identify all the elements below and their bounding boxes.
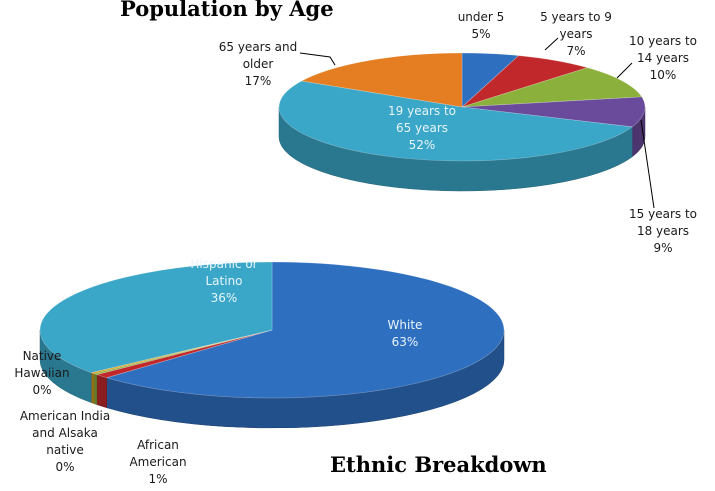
pie-slice-1-4: [39, 261, 273, 373]
slice-label-0-1: 5 years to 9 years 7%: [540, 10, 612, 58]
slice-label-line: 5 years to 9: [540, 10, 612, 24]
slice-label-line: 18 years: [637, 224, 689, 238]
slice-label-0-2: 10 years to 14 years 10%: [629, 34, 697, 82]
leader-line-0-2: [616, 62, 633, 79]
leader-line-0-3: [640, 119, 655, 209]
chart-title-ethnic: Ethnic Breakdown: [330, 452, 547, 477]
pie-slice-1-1: [95, 329, 273, 379]
pie-slice-0-2: [461, 67, 643, 108]
slice-label-line: 1%: [148, 472, 167, 486]
slice-label-line: 65 years and: [219, 40, 298, 54]
slice-label-line: older: [243, 57, 274, 71]
slice-label-line: 0%: [55, 460, 74, 474]
slice-label-1-4: Hispanic or Latino 36%: [190, 257, 257, 305]
slice-label-line: 10%: [650, 68, 677, 82]
pie-slice-side-0-4: [278, 106, 633, 192]
pie-slice-side-1-1: [96, 374, 107, 409]
pie-age: [278, 52, 646, 192]
slice-label-1-3: Native Hawaiian 0%: [14, 349, 69, 397]
chart-title-age: Population by Age: [120, 0, 334, 21]
pie-ethnic: [39, 261, 505, 429]
slice-label-line: American India: [20, 409, 110, 423]
slice-label-line: White: [388, 318, 423, 332]
slice-label-line: under 5: [458, 10, 505, 24]
slice-label-line: and Alsaka: [32, 426, 98, 440]
slice-label-line: 15 years to: [629, 207, 697, 221]
slice-label-1-2: American India and Alsaka native 0%: [20, 409, 110, 474]
pie-slice-0-3: [461, 96, 646, 128]
slice-label-1-0: White 63%: [388, 318, 423, 349]
slice-label-line: 52%: [409, 138, 436, 152]
slice-label-line: 9%: [653, 241, 672, 255]
leader-line-0-5: [299, 52, 336, 66]
slice-label-0-4: 19 years to 65 years 52%: [388, 104, 456, 152]
slice-label-line: African: [137, 438, 179, 452]
slice-label-1-1: African American 1%: [129, 438, 186, 486]
slice-label-line: 65 years: [396, 121, 448, 135]
slice-label-line: 36%: [211, 291, 238, 305]
pie-slice-1-0: [105, 261, 505, 399]
pie-slice-1-2: [92, 329, 273, 375]
slice-label-line: 5%: [471, 27, 490, 41]
slice-label-line: 19 years to: [388, 104, 456, 118]
slice-label-line: 10 years to: [629, 34, 697, 48]
pie-slice-0-1: [461, 55, 589, 108]
slice-label-line: Hawaiian: [14, 366, 69, 380]
leader-line-0-1: [544, 37, 559, 51]
slice-label-line: 0%: [32, 383, 51, 397]
pie-slice-0-5: [300, 52, 463, 108]
slice-label-line: years: [559, 27, 592, 41]
slice-label-line: Latino: [205, 274, 242, 288]
pie-slice-1-3: [90, 329, 273, 374]
slice-label-line: American: [129, 455, 186, 469]
slice-label-line: 7%: [566, 44, 585, 58]
slice-label-0-5: 65 years and older 17%: [219, 40, 298, 88]
pie-slice-0-4: [278, 80, 633, 162]
pie-slice-0-0: [461, 52, 520, 108]
slice-label-line: 14 years: [637, 51, 689, 65]
slice-label-line: Hispanic or: [190, 257, 257, 271]
slice-labels: under 5 5%5 years to 9 years 7%10 years to 1…: [14, 10, 697, 486]
slice-label-line: 63%: [392, 335, 419, 349]
slice-label-0-0: under 5 5%: [458, 10, 505, 41]
pie-slice-side-1-2: [93, 373, 98, 405]
slice-label-line: native: [46, 443, 83, 457]
slice-label-line: 17%: [245, 74, 272, 88]
pie-slice-side-1-3: [91, 372, 95, 404]
slice-label-0-3: 15 years to 18 years 9%: [629, 207, 697, 255]
slice-label-line: Native: [23, 349, 62, 363]
